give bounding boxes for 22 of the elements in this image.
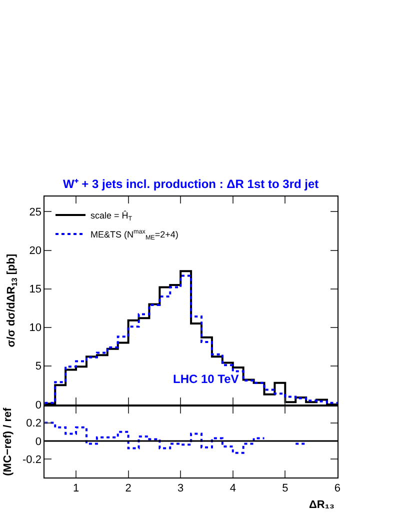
y-tick-label: 15 (29, 284, 42, 296)
legend-label: scale = Ĥ$_{T}$ (90, 210, 132, 222)
y-tick-label: 20 (29, 245, 42, 258)
line-series (44, 422, 266, 454)
x-tick-label: 5 (282, 482, 288, 495)
y-axis-title: (MC−ref) / ref (2, 407, 14, 476)
y-tick-label: 0.2 (26, 418, 42, 430)
x-tick-label: 3 (178, 482, 184, 495)
y-tick-label: 10 (29, 322, 42, 334)
y-tick-label: 0 (35, 436, 42, 448)
y-tick-label: -0.2 (22, 454, 42, 466)
y-tick-label: 25 (29, 206, 42, 219)
y-tick-label: 5 (35, 360, 42, 373)
x-tick-label: 1 (72, 482, 80, 495)
x-tick-label: 4 (230, 482, 236, 495)
legend-label: ME&TS (N$^{max}$$_{ME}$=2+4) (90, 228, 178, 242)
chart-title: W⁺ + 3 jets incl. production : ΔR 1st to 3rd jet (63, 177, 319, 191)
x-axis-title: ΔR₁₃ (309, 499, 334, 511)
x-tick-label: 2 (125, 482, 132, 495)
y-tick-label: 0 (35, 399, 42, 412)
x-tick-label: 6 (334, 482, 341, 495)
annotation: LHC 10 TeV (173, 372, 239, 386)
